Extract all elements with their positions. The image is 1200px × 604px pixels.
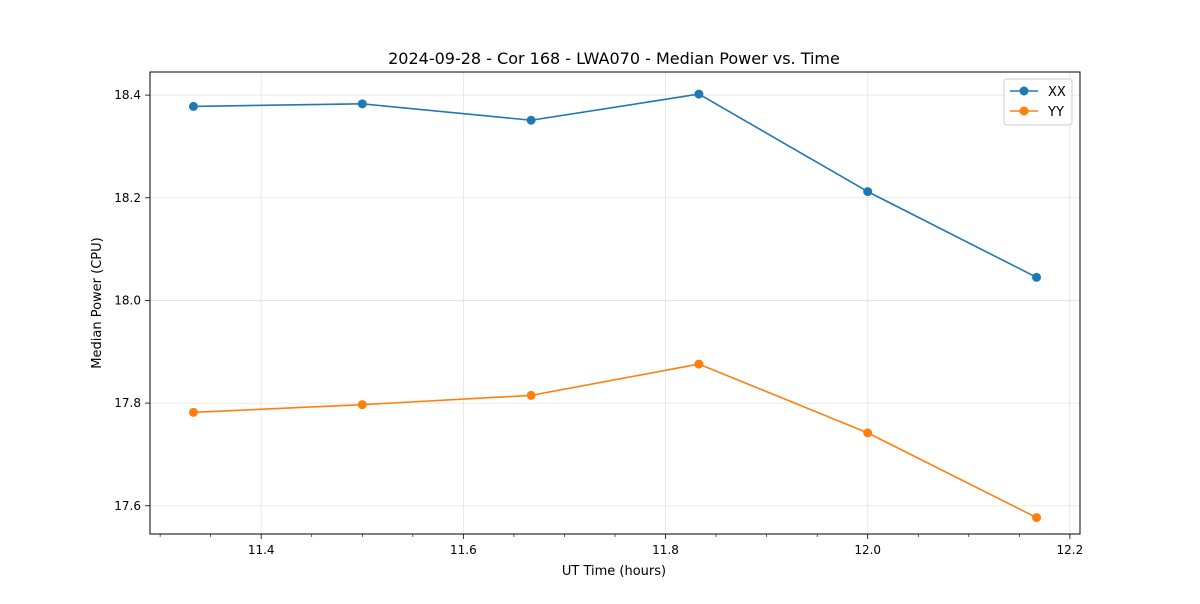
series-yy bbox=[188, 359, 1042, 523]
data-point-yy bbox=[694, 359, 704, 369]
x-tick-label: 11.8 bbox=[652, 543, 679, 557]
legend-entries: XX YY bbox=[1010, 85, 1066, 120]
series-line-xx bbox=[193, 93, 1037, 279]
series-xx bbox=[188, 89, 1042, 282]
y-tick-label: 18.2 bbox=[114, 191, 141, 205]
data-point-xx bbox=[526, 115, 536, 125]
data-point-xx bbox=[694, 89, 704, 99]
data-point-xx bbox=[188, 101, 198, 111]
data-point-xx bbox=[357, 99, 367, 109]
legend-label-yy: YY bbox=[1047, 105, 1064, 120]
data-point-xx bbox=[863, 187, 873, 197]
data-point-yy bbox=[188, 407, 198, 417]
data-point-xx bbox=[1032, 272, 1042, 282]
legend-entry-xx: XX bbox=[1010, 85, 1066, 100]
data-point-yy bbox=[357, 400, 367, 410]
legend-marker-yy bbox=[1019, 106, 1029, 116]
x-tick-label: 12.2 bbox=[1057, 543, 1084, 557]
x-tick-label: 12.0 bbox=[854, 543, 881, 557]
legend-label-xx: XX bbox=[1048, 85, 1066, 100]
y-tick-label: 18.0 bbox=[114, 293, 141, 307]
data-point-yy bbox=[863, 428, 873, 438]
series-layer bbox=[188, 89, 1042, 523]
legend: XX YY bbox=[1003, 78, 1073, 126]
x-axis-label: UT Time (hours) bbox=[562, 564, 666, 579]
grid-layer bbox=[150, 72, 1080, 534]
tick-layer: 11.4 11.6 11.8 12.0 12.2 17.6 17.8 18.0 18.2 18.4 bbox=[114, 88, 1083, 557]
series-line-yy bbox=[193, 363, 1037, 519]
x-tick-label: 11.4 bbox=[248, 543, 275, 557]
y-tick-label: 17.8 bbox=[114, 396, 141, 410]
chart-title: 2024-09-28 - Cor 168 - LWA070 - Median P… bbox=[388, 49, 840, 68]
y-tick-label: 17.6 bbox=[114, 499, 141, 513]
y-tick-label: 18.4 bbox=[114, 88, 141, 102]
y-axis-label: Median Power (CPU) bbox=[90, 237, 105, 368]
x-tick-label: 11.6 bbox=[450, 543, 477, 557]
legend-marker-xx bbox=[1019, 86, 1029, 96]
legend-entry-yy: YY bbox=[1010, 105, 1064, 120]
data-point-yy bbox=[526, 390, 536, 400]
data-point-yy bbox=[1032, 513, 1042, 523]
